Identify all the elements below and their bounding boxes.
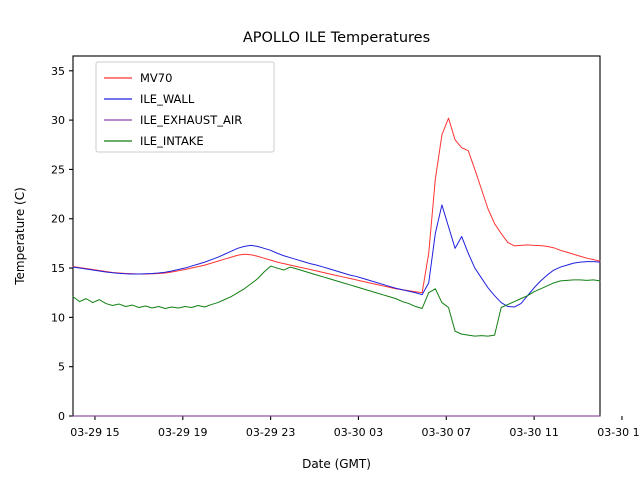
legend-label-ile_wall: ILE_WALL bbox=[140, 92, 195, 106]
y-tick-label: 0 bbox=[58, 410, 65, 423]
legend-label-ile_exhaust_air: ILE_EXHAUST_AIR bbox=[140, 113, 242, 127]
x-tick-label: 03-30 07 bbox=[422, 426, 471, 439]
y-tick-label: 10 bbox=[51, 311, 65, 324]
y-tick-label: 5 bbox=[58, 361, 65, 374]
legend-label-mv70: MV70 bbox=[140, 71, 172, 85]
x-tick-label: 03-29 15 bbox=[70, 426, 119, 439]
series-line-ile_wall bbox=[72, 204, 601, 308]
x-tick-label: 03-30 15 bbox=[597, 426, 640, 439]
series-line-ile_intake bbox=[72, 265, 601, 337]
y-tick-label: 30 bbox=[51, 114, 65, 127]
legend-box bbox=[95, 61, 275, 153]
x-tick-label: 03-30 11 bbox=[509, 426, 558, 439]
x-axis-label: Date (GMT) bbox=[302, 457, 371, 471]
y-tick-label: 25 bbox=[51, 163, 65, 176]
x-tick-label: 03-29 19 bbox=[158, 426, 207, 439]
y-tick-label: 35 bbox=[51, 65, 65, 78]
series-line-mv70 bbox=[72, 117, 601, 294]
y-tick-label: 15 bbox=[51, 262, 65, 275]
legend-label-ile_intake: ILE_INTAKE bbox=[140, 134, 204, 148]
x-tick-label: 03-30 03 bbox=[334, 426, 383, 439]
x-tick-label: 03-29 23 bbox=[246, 426, 295, 439]
chart-title: APOLLO ILE Temperatures bbox=[243, 30, 430, 46]
y-tick-label: 20 bbox=[51, 213, 65, 226]
y-axis-label: Temperature (C) bbox=[13, 187, 27, 286]
